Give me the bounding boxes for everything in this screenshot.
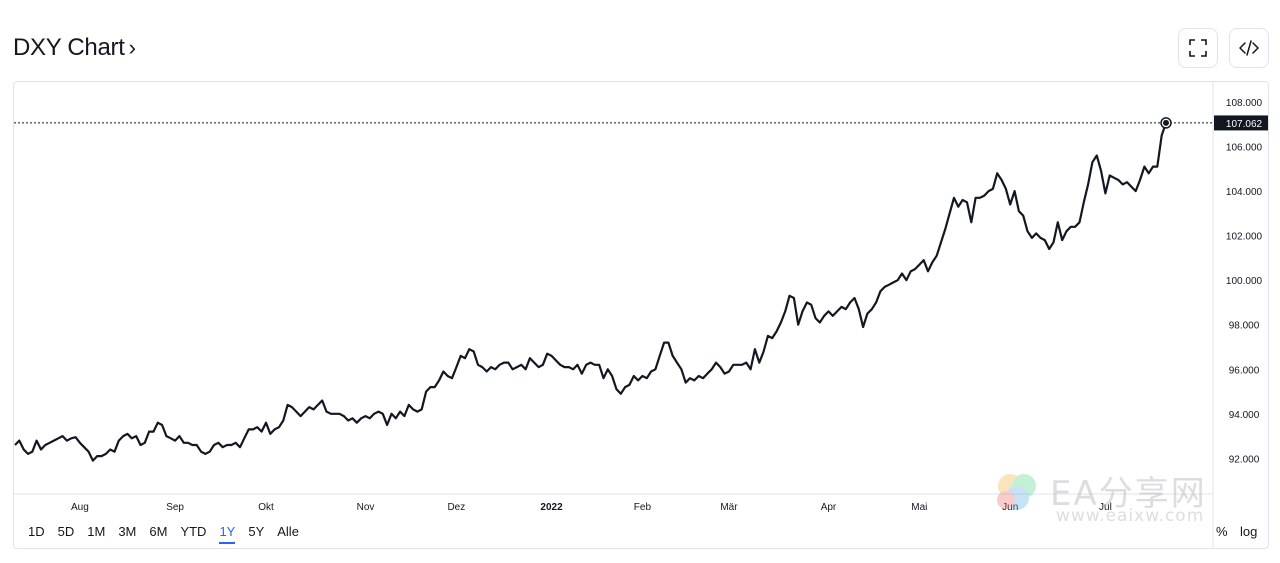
range-button-1d[interactable]: 1D [28,524,45,539]
log-scale-toggle[interactable]: log [1240,524,1258,539]
range-button-ytd[interactable]: YTD [180,524,207,539]
range-button-1m[interactable]: 1M [87,524,106,539]
last-price-label-bg [1214,115,1268,131]
y-tick-label: 106.000 [1226,143,1263,154]
x-tick-label: Mär [720,502,738,513]
last-price-marker [1163,119,1169,126]
chart-title-link[interactable]: DXY Chart › [13,34,136,62]
x-tick-label: 2022 [540,502,563,513]
page-title: DXY Chart [13,34,125,61]
percent-scale-toggle[interactable]: % [1216,524,1228,539]
range-button-5y[interactable]: 5Y [248,524,265,539]
range-button-alle[interactable]: Alle [277,524,299,539]
y-tick-label: 108.000 [1226,98,1263,109]
y-tick-label: 100.000 [1226,276,1263,287]
y-tick-label: 102.000 [1226,232,1263,243]
watermark-text: EA分享网 [1050,474,1207,514]
x-tick-label: Jun [1002,502,1018,513]
price-series-line [14,122,1168,462]
watermark-url: www.eaixw.com [1056,506,1205,526]
code-embed-icon [1239,40,1259,56]
x-tick-label: Mai [911,502,927,513]
y-tick-label: 104.000 [1226,187,1263,198]
y-tick-label: 94.000 [1229,410,1260,421]
x-tick-label: Feb [634,502,652,513]
range-selector: 1D 5D 1M 3M 6M YTD 1Y 5Y Alle [28,524,312,544]
y-tick-label: 92.000 [1229,454,1260,465]
range-button-5d[interactable]: 5D [57,524,75,539]
chart-area[interactable]: 92.000 94.000 96.000 98.000 100.000 102.000 10… [13,81,1269,549]
x-tick-label: Sep [166,502,184,513]
x-tick-label: Okt [258,502,274,513]
x-tick-label: Apr [821,502,837,513]
x-tick-label: Dez [447,502,465,513]
range-button-1y[interactable]: 1Y [219,524,236,544]
range-button-3m[interactable]: 3M [118,524,137,539]
chevron-right-icon: › [128,35,136,60]
x-tick-label: Nov [357,502,375,513]
price-chart[interactable]: 92.000 94.000 96.000 98.000 100.000 102.000 10… [14,82,1269,549]
watermark-logo: EA分享网 www.eaixw.com [990,462,1252,528]
fullscreen-icon [1189,39,1207,57]
x-tick-label: Jul [1099,502,1112,513]
last-price-label: 107.062 [1226,119,1263,130]
x-tick-label: Aug [71,502,89,513]
range-button-6m[interactable]: 6M [149,524,168,539]
embed-code-button[interactable] [1229,28,1269,68]
y-tick-label: 98.000 [1229,321,1260,332]
fullscreen-button[interactable] [1178,28,1218,68]
watermark-emblem-icon [997,474,1036,510]
y-tick-label: 96.000 [1229,365,1260,376]
